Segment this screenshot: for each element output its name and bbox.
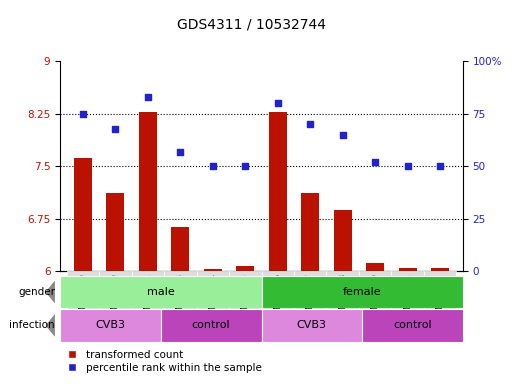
Text: control: control: [393, 320, 432, 331]
Text: GSM863113: GSM863113: [176, 273, 185, 324]
Text: male: male: [147, 287, 175, 297]
Text: control: control: [192, 320, 231, 331]
Bar: [66, 271, 99, 338]
Bar: [262, 271, 294, 338]
Point: [78, 111, 87, 117]
Bar: [60, 309, 161, 342]
Point: [436, 163, 445, 169]
Bar: [301, 193, 319, 271]
Bar: [269, 112, 287, 271]
Point: [241, 163, 249, 169]
Point: [176, 149, 185, 155]
Bar: [391, 271, 424, 338]
Text: female: female: [343, 287, 381, 297]
Bar: [431, 268, 449, 271]
Bar: [161, 309, 262, 342]
Point: [209, 163, 217, 169]
Text: GSM863121: GSM863121: [143, 273, 152, 324]
Bar: [334, 210, 351, 271]
Bar: [326, 271, 359, 338]
Polygon shape: [46, 314, 55, 337]
Bar: [262, 309, 362, 342]
Text: GSM863120: GSM863120: [111, 273, 120, 324]
Bar: [359, 271, 391, 338]
Bar: [172, 227, 189, 271]
Text: GSM863114: GSM863114: [208, 273, 217, 324]
Bar: [74, 158, 92, 271]
Text: GSM863110: GSM863110: [371, 273, 380, 324]
Bar: [164, 271, 197, 338]
Text: GSM863112: GSM863112: [436, 273, 445, 324]
Text: infection: infection: [9, 320, 55, 331]
Text: GSM863111: GSM863111: [403, 273, 412, 324]
Bar: [236, 265, 254, 271]
Bar: [139, 112, 157, 271]
Text: gender: gender: [18, 287, 55, 297]
Bar: [294, 271, 326, 338]
Bar: [197, 271, 229, 338]
Text: GSM863117: GSM863117: [306, 273, 315, 324]
Bar: [229, 271, 262, 338]
Point: [111, 126, 120, 132]
Text: GSM863115: GSM863115: [241, 273, 250, 324]
Point: [403, 163, 412, 169]
Text: CVB3: CVB3: [297, 320, 327, 331]
Text: GDS4311 / 10532744: GDS4311 / 10532744: [177, 17, 325, 31]
Point: [144, 94, 152, 100]
Text: CVB3: CVB3: [96, 320, 126, 331]
Point: [274, 100, 282, 106]
Text: GSM863116: GSM863116: [273, 273, 282, 324]
Polygon shape: [46, 281, 55, 303]
Point: [306, 121, 314, 127]
Bar: [366, 263, 384, 271]
Text: GSM863119: GSM863119: [78, 273, 87, 324]
Bar: [362, 309, 463, 342]
Bar: [132, 271, 164, 338]
Bar: [399, 268, 417, 271]
Text: GSM863118: GSM863118: [338, 273, 347, 324]
Bar: [204, 269, 222, 271]
Bar: [106, 193, 124, 271]
Bar: [60, 276, 262, 308]
Bar: [262, 276, 463, 308]
Bar: [424, 271, 457, 338]
Bar: [99, 271, 132, 338]
Legend: transformed count, percentile rank within the sample: transformed count, percentile rank withi…: [58, 346, 266, 377]
Point: [371, 159, 379, 165]
Point: [338, 132, 347, 138]
